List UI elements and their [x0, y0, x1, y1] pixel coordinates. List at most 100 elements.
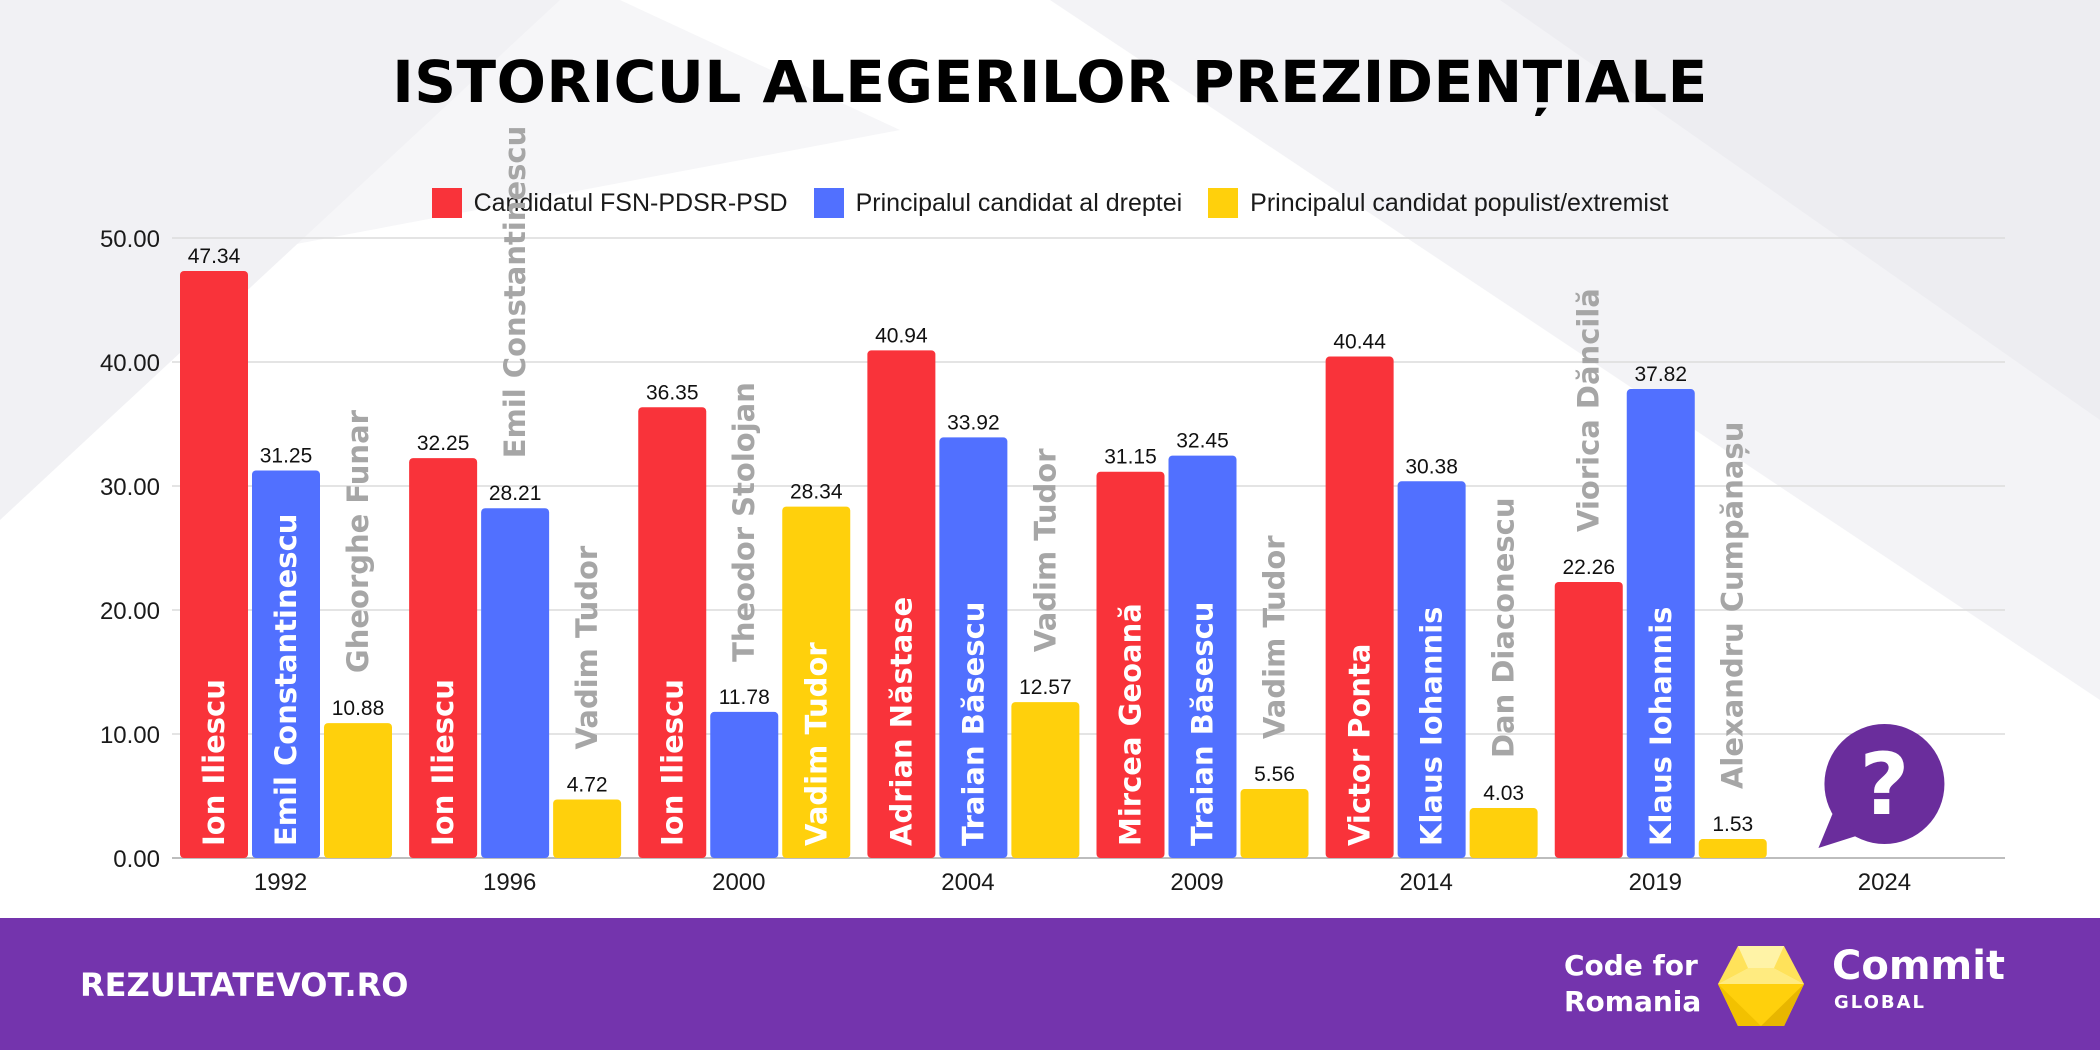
legend-item-populist: Principalul candidat populist/extremist: [1208, 188, 1668, 218]
legend-label-populist: Principalul candidat populist/extremist: [1250, 188, 1669, 217]
code-for-romania-logo-text: Code for Romania: [1564, 948, 1701, 1020]
x-category-label: 1992: [254, 869, 307, 896]
bar-value-label: 12.57: [1019, 676, 1072, 699]
commit-gem-logo-icon: [1718, 946, 1804, 1026]
bar-value-label: 31.25: [260, 445, 313, 468]
bar: [1240, 789, 1309, 858]
bar: [481, 508, 550, 858]
candidate-name-label: Ion Iliescu: [426, 679, 460, 846]
candidate-name-label: Vadim Tudor: [1258, 535, 1292, 739]
bar: [939, 437, 1008, 858]
bar: [1626, 389, 1695, 858]
code-for-line1: Code for: [1564, 949, 1698, 982]
bar: [1011, 702, 1080, 858]
bar-value-label: 36.35: [646, 381, 699, 404]
question-bubble-tail-icon: [1818, 814, 1863, 848]
bar-value-label: 40.94: [875, 324, 928, 347]
y-tick-label: 20.00: [100, 598, 160, 625]
legend-item-right: Principalul candidat al dreptei: [813, 188, 1183, 218]
bar: [1554, 581, 1623, 858]
y-tick-label: 30.00: [100, 474, 160, 501]
bar: [1168, 455, 1237, 858]
x-category-label: 2024: [1858, 869, 1911, 896]
candidate-name-label: Gheorghe Funar: [341, 409, 375, 673]
bar: [1469, 808, 1538, 858]
candidate-name-label: Alexandru Cumpănașu: [1716, 422, 1750, 789]
bar: [1698, 839, 1767, 858]
global-logo-text: GLOBAL: [1834, 992, 1927, 1013]
bar: [553, 799, 622, 858]
x-category-label: 2004: [941, 869, 994, 896]
bar: [710, 711, 779, 858]
bar-value-label: 28.34: [790, 481, 843, 504]
bar-value-label: 1.53: [1712, 813, 1753, 836]
candidate-name-label: Emil Constantinescu: [269, 514, 303, 846]
candidate-name-label: Vadim Tudor: [1028, 448, 1062, 652]
x-category-label: 2014: [1399, 869, 1452, 896]
candidate-name-label: Traian Băsescu: [1186, 602, 1220, 846]
bar-chart: 0.00 10.00 20.00 30.00 40.00 50.00 47.34 Ion Il…: [100, 126, 2005, 896]
bar-value-label: 40.44: [1333, 331, 1386, 354]
y-tick-label: 10.00: [100, 722, 160, 749]
bar: [324, 723, 392, 858]
legend-label-right: Principalul candidat al dreptei: [855, 188, 1183, 217]
y-tick-label: 50.00: [100, 226, 160, 253]
candidate-name-label: Dan Diaconescu: [1487, 498, 1521, 759]
y-tick-label: 0.00: [113, 846, 160, 873]
bar-value-label: 31.15: [1104, 446, 1157, 469]
bar-value-label: 37.82: [1634, 363, 1687, 386]
candidate-name-label: Ion Iliescu: [197, 679, 231, 846]
bar: [252, 470, 320, 858]
legend: Candidatul FSN-PDSR-PSD Principalul cand…: [0, 188, 2100, 218]
bar-value-label: 22.26: [1562, 556, 1615, 579]
legend-item-psd: Candidatul FSN-PDSR-PSD: [431, 188, 788, 218]
bar: [180, 270, 248, 858]
bar-value-label: 4.72: [567, 773, 608, 796]
bar: [1325, 356, 1394, 858]
bar-value-label: 30.38: [1405, 455, 1458, 478]
candidate-name-label: Klaus Iohannis: [1415, 607, 1449, 846]
candidate-name-label: Emil Constantinescu: [498, 126, 532, 458]
candidate-name-label: Theodor Stolojan: [727, 382, 761, 662]
candidate-name-label: Viorica Dăncilă: [1572, 288, 1606, 532]
question-mark-bubble-icon: [1824, 724, 1945, 844]
candidate-name-label: Klaus Iohannis: [1644, 607, 1678, 846]
legend-swatch-red: [431, 188, 462, 218]
bar: [409, 458, 478, 858]
bar-value-label: 4.03: [1483, 782, 1524, 805]
x-category-label: 1996: [483, 869, 536, 896]
candidate-name-label: Victor Ponta: [1343, 643, 1377, 846]
legend-swatch-yellow: [1208, 188, 1239, 218]
chart-title: ISTORICUL ALEGERILOR PREZIDENȚIALE: [392, 48, 1708, 116]
bar-value-label: 11.78: [719, 686, 770, 709]
question-mark-icon: ?: [1859, 735, 1909, 835]
legend-label-psd: Candidatul FSN-PDSR-PSD: [473, 188, 788, 217]
x-category-label: 2009: [1170, 869, 1223, 896]
bar-value-label: 28.21: [489, 482, 542, 505]
bar-value-label: 5.56: [1254, 763, 1295, 786]
bar-value-label: 32.45: [1176, 430, 1229, 453]
footer-bar: REZULTATEVOT.RO Code for Romania Commit …: [0, 918, 2100, 1050]
bar-value-label: 32.25: [417, 432, 470, 455]
candidate-name-label: Traian Băsescu: [956, 602, 990, 846]
candidate-name-label: Adrian Năstase: [884, 597, 918, 846]
bar-value-label: 33.92: [947, 411, 1000, 434]
candidate-name-label: Vadim Tudor: [570, 545, 604, 749]
bar: [1096, 471, 1165, 858]
code-for-line2: Romania: [1564, 985, 1702, 1018]
legend-swatch-blue: [813, 188, 844, 218]
y-tick-label: 40.00: [100, 350, 160, 377]
candidate-name-label: Mircea Geoană: [1114, 603, 1148, 846]
bar: [638, 407, 707, 858]
x-category-label: 2019: [1629, 869, 1682, 896]
bar-value-label: 47.34: [188, 245, 241, 268]
bar: [1397, 481, 1466, 858]
bar-value-label: 10.88: [332, 697, 385, 720]
candidate-name-label: Ion Iliescu: [655, 679, 689, 846]
commit-logo-text: Commit: [1832, 943, 2006, 989]
bar: [867, 350, 936, 858]
bar: [782, 506, 851, 858]
candidate-name-label: Vadim Tudor: [799, 642, 833, 846]
footer-url[interactable]: REZULTATEVOT.RO: [80, 966, 409, 1004]
